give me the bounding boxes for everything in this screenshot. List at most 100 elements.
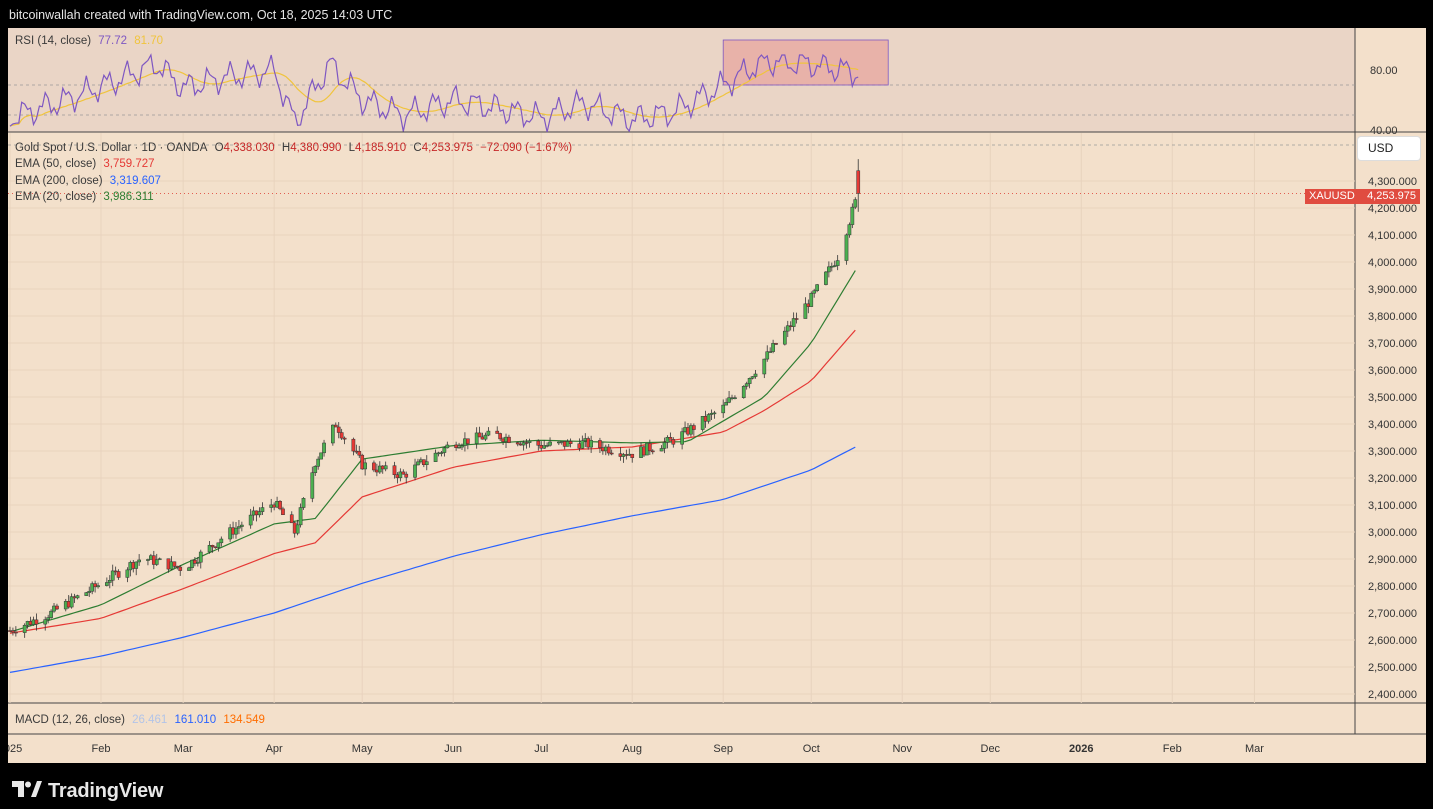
candle[interactable] <box>257 507 262 518</box>
candle[interactable] <box>134 561 139 576</box>
candle[interactable] <box>43 616 48 631</box>
candle[interactable] <box>782 326 787 346</box>
candle[interactable] <box>527 438 532 448</box>
candle[interactable] <box>727 391 731 404</box>
candle[interactable] <box>360 453 365 470</box>
candle[interactable] <box>357 445 362 458</box>
candle[interactable] <box>172 561 177 569</box>
candle[interactable] <box>454 441 458 451</box>
candle[interactable] <box>289 511 294 524</box>
ema200-legend[interactable]: EMA (200, close) 3,319.607 <box>15 175 165 187</box>
candle[interactable] <box>545 442 549 448</box>
candle[interactable] <box>14 626 18 637</box>
candle[interactable] <box>606 443 611 456</box>
candle[interactable] <box>75 594 80 600</box>
candle[interactable] <box>55 603 59 611</box>
candle[interactable] <box>336 422 341 439</box>
candle[interactable] <box>96 582 100 589</box>
chart-frame[interactable]: 4,300.000 4,200.000 4,100.000 4,000.000 3,90… <box>8 28 1426 763</box>
candle[interactable] <box>107 575 112 589</box>
candle[interactable] <box>248 508 253 529</box>
candle[interactable] <box>210 544 215 553</box>
candle[interactable] <box>853 197 858 210</box>
candle[interactable] <box>416 458 420 466</box>
candle[interactable] <box>856 159 861 212</box>
candle[interactable] <box>700 416 705 432</box>
candle[interactable] <box>301 497 306 510</box>
candle[interactable] <box>750 376 755 380</box>
candle[interactable] <box>524 439 529 449</box>
candle[interactable] <box>234 522 238 539</box>
candle[interactable] <box>333 422 338 428</box>
candle[interactable] <box>744 381 749 390</box>
candle[interactable] <box>824 271 828 286</box>
candle[interactable] <box>298 503 303 528</box>
candle[interactable] <box>445 441 450 449</box>
candle[interactable] <box>433 449 438 463</box>
candle[interactable] <box>49 609 53 619</box>
candle[interactable] <box>281 506 285 515</box>
candle[interactable] <box>791 312 796 332</box>
candle[interactable] <box>442 446 447 457</box>
candle[interactable] <box>507 434 511 444</box>
candle[interactable] <box>832 260 837 268</box>
candle[interactable] <box>34 613 39 631</box>
candle[interactable] <box>659 445 664 452</box>
candle[interactable] <box>815 283 819 293</box>
candle[interactable] <box>137 554 141 566</box>
candle[interactable] <box>401 469 406 475</box>
candle[interactable] <box>477 426 482 438</box>
candle[interactable] <box>363 458 367 476</box>
candle[interactable] <box>319 452 323 460</box>
candle[interactable] <box>785 320 790 338</box>
candle[interactable] <box>650 449 655 455</box>
candle[interactable] <box>392 461 397 479</box>
candle[interactable] <box>46 614 51 624</box>
candle[interactable] <box>175 565 180 570</box>
candle[interactable] <box>154 553 159 567</box>
ema20-legend[interactable]: EMA (20, close) 3,986.311 <box>15 191 158 203</box>
candle[interactable] <box>313 465 318 476</box>
candle[interactable] <box>580 435 585 449</box>
candle[interactable] <box>515 441 520 447</box>
rsi-legend[interactable]: RSI (14, close) 77.72 81.70 <box>15 35 167 47</box>
candle[interactable] <box>774 342 778 346</box>
candle[interactable] <box>157 557 162 561</box>
candle[interactable] <box>609 449 614 456</box>
candle[interactable] <box>22 623 27 638</box>
candle[interactable] <box>835 255 840 271</box>
candle[interactable] <box>753 370 758 379</box>
candle[interactable] <box>721 399 726 418</box>
candle[interactable] <box>457 442 461 449</box>
candle[interactable] <box>741 385 746 399</box>
candle[interactable] <box>278 500 282 511</box>
candle[interactable] <box>536 439 541 451</box>
candle[interactable] <box>90 581 95 595</box>
candle[interactable] <box>84 591 89 596</box>
main-legend[interactable]: Gold Spot / U.S. Dollar · 1D · OANDA O4,… <box>15 142 576 154</box>
candle[interactable] <box>260 502 265 516</box>
rsi-pane[interactable] <box>8 28 1355 132</box>
candle[interactable] <box>706 413 711 424</box>
candle[interactable] <box>548 437 552 447</box>
candle[interactable] <box>747 377 752 389</box>
ema50-legend[interactable]: EMA (50, close) 3,759.727 <box>15 158 159 170</box>
candle[interactable] <box>466 438 470 450</box>
candle[interactable] <box>850 203 855 229</box>
candle[interactable] <box>589 435 593 453</box>
candle[interactable] <box>190 559 194 571</box>
candle[interactable] <box>771 339 775 354</box>
candle[interactable] <box>93 580 97 593</box>
candle[interactable] <box>237 520 241 535</box>
candle[interactable] <box>827 261 831 278</box>
candle[interactable] <box>809 291 814 308</box>
candle[interactable] <box>295 519 300 536</box>
candle[interactable] <box>486 427 491 437</box>
candle[interactable] <box>193 556 197 567</box>
candle[interactable] <box>495 426 500 434</box>
candle[interactable] <box>125 567 130 583</box>
candle[interactable] <box>847 222 852 238</box>
candle[interactable] <box>11 627 15 636</box>
candle[interactable] <box>724 398 728 406</box>
candle[interactable] <box>310 466 315 503</box>
